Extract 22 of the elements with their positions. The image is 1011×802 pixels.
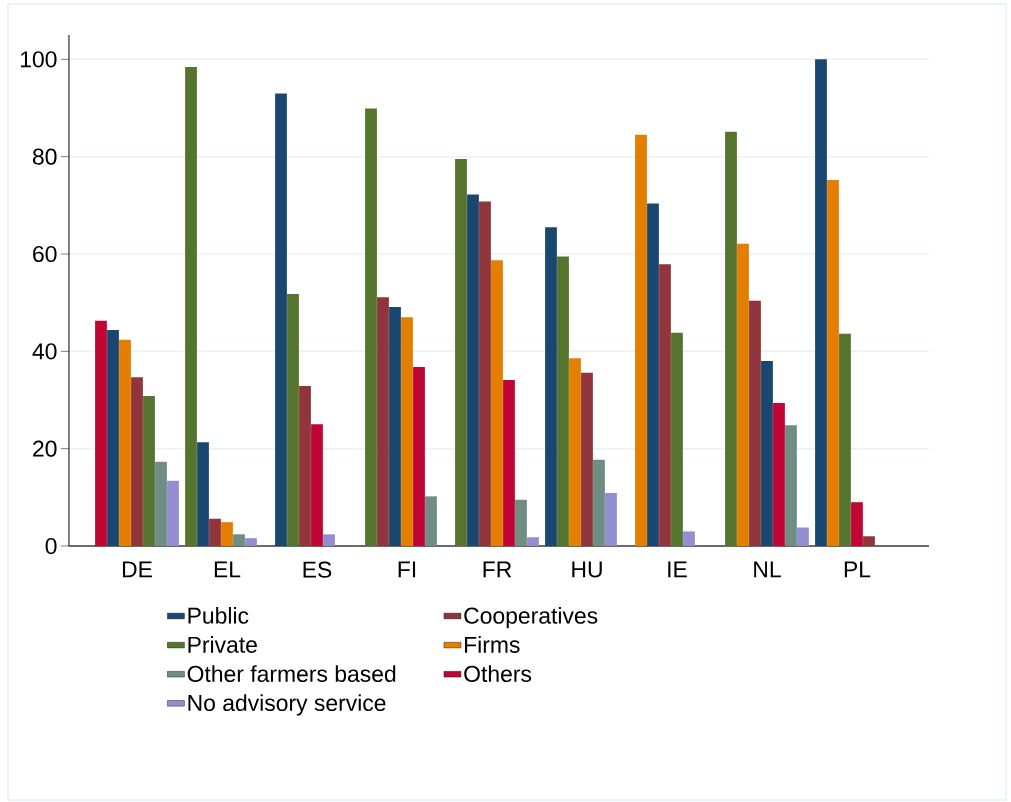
x-tick-label: FI [398, 561, 416, 578]
legend-label: Private [188, 636, 257, 653]
x-tick-label: NL [754, 561, 781, 578]
legend-label: Cooperatives [464, 606, 598, 629]
legend-label: Other farmers based [187, 665, 396, 682]
y-tick-label: 80 [32, 148, 57, 165]
x-tick-label: DE [122, 561, 152, 578]
legend-label: No advisory service [188, 694, 386, 716]
legend-label: Firms [465, 636, 520, 653]
y-tick-label: 100 [20, 51, 57, 68]
x-tick-label: PL [844, 561, 871, 578]
x-tick-label: FR [483, 561, 512, 578]
y-tick-label: 60 [33, 245, 57, 263]
y-tick-label: 40 [32, 343, 57, 360]
x-tick-label: EL [214, 561, 241, 578]
legend-label: Others [464, 665, 532, 682]
legend-label: Public [188, 606, 249, 624]
x-tick-label: ES [303, 561, 332, 578]
y-tick-label: 0 [45, 537, 57, 555]
x-tick-label: IE [668, 561, 687, 578]
x-tick-label: HU [572, 561, 602, 578]
y-tick-label: 20 [33, 440, 57, 457]
